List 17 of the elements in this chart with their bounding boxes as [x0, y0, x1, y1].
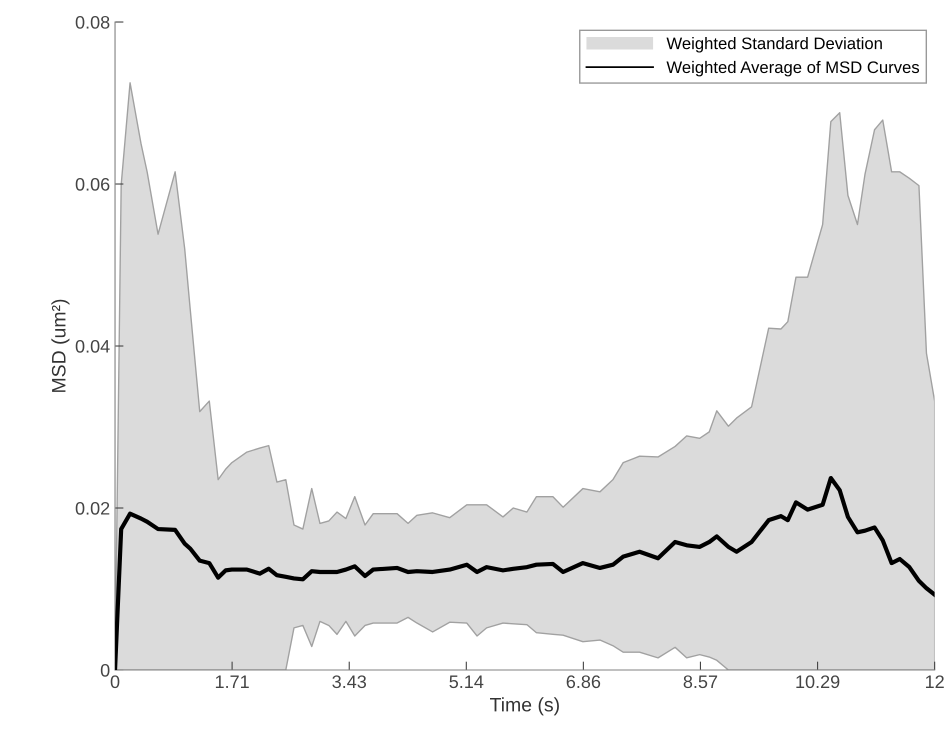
x-tick-label: 0 — [110, 675, 120, 688]
x-tick-label: 3.43 — [332, 675, 366, 688]
x-tick-label: 8.57 — [684, 675, 718, 688]
annotation: Weighted Standard Deviation — [666, 37, 882, 53]
x-tick-label: 12 — [926, 675, 944, 688]
x-tick-label: 6.86 — [566, 675, 600, 688]
y-axis-title: MSD (um²) — [51, 300, 70, 392]
y-tick-label: 0.04 — [76, 340, 110, 353]
y-tick-label: 0.02 — [76, 502, 110, 515]
legend-label: Weighted Average of MSD Curves — [666, 60, 920, 76]
x-tick-label: 5.14 — [449, 676, 484, 688]
x-tick-label: 10.29 — [796, 675, 840, 688]
y-tick-label: 0 — [100, 664, 110, 677]
y-tick-label: 0.08 — [76, 16, 110, 29]
x-tick-label: 1.71 — [216, 676, 249, 688]
y-tick-label: 0.06 — [76, 178, 110, 191]
x-axis-title: Time (s) — [490, 697, 559, 716]
